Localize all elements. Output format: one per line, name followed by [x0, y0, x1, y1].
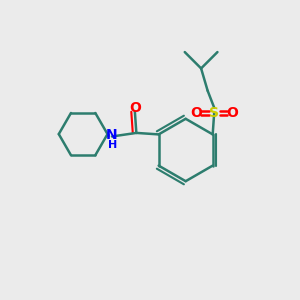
Text: S: S: [209, 106, 219, 120]
Text: O: O: [129, 100, 141, 115]
Text: O: O: [190, 106, 202, 120]
Text: O: O: [227, 106, 239, 120]
Text: H: H: [108, 140, 118, 149]
Text: N: N: [106, 128, 118, 142]
